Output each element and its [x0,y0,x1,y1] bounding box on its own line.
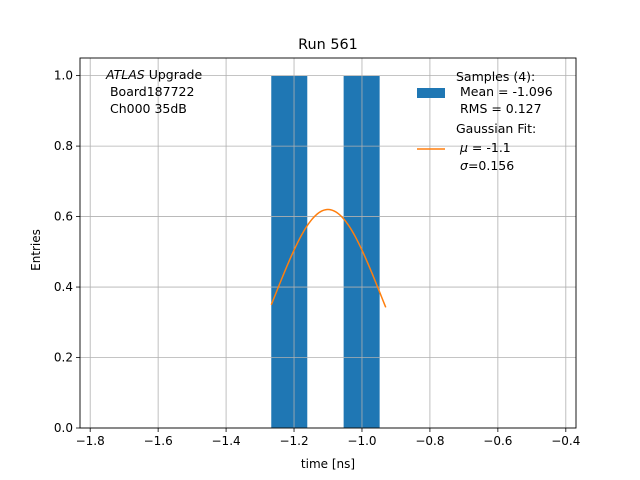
y-tick-label-4: 0.8 [54,139,73,153]
axes-frame [79,57,577,429]
svg-text:μ = -1.1: μ = -1.1 [459,140,511,155]
legend-fit-sigma-symbol: σ [460,158,469,173]
y-axis-label: Entries [29,229,43,271]
annotation-channel: Ch000 35dB [106,101,187,116]
legend-fit-mu-value: = -1.1 [468,140,511,155]
legend: Samples (4): Mean = -1.096 RMS = 0.127 G… [417,69,553,173]
plot-area: −1.8 −1.6 −1.4 −1.2 −1.0 −0.8 −0.6 −0.4 0.0 0.2 0.… [54,57,580,448]
legend-fit-sigma-value: =0.156 [468,158,514,173]
x-tick-label-6: −0.6 [483,434,512,448]
legend-samples-mean: Mean = -1.096 [456,84,553,99]
legend-fit-title: Gaussian Fit: [456,121,536,136]
annotation-atlas: ATLAS [105,67,145,82]
x-tick-label-0: −1.8 [76,434,105,448]
legend-samples-title: Samples (4): [456,69,535,84]
x-tick-label-5: −0.8 [415,434,444,448]
chart-title: Run 561 [298,37,358,53]
x-axis-label: time [ns] [301,457,355,471]
x-tick-label-3: −1.2 [279,434,308,448]
svg-text:ATLAS Upgrade: ATLAS Upgrade [105,67,202,82]
legend-samples-rms: RMS = 0.127 [456,101,542,116]
svg-text:σ=0.156: σ=0.156 [460,158,514,173]
y-tick-label-1: 0.2 [54,351,73,365]
annotation-board: Board187722 [106,84,194,99]
atlas-annotation: ATLAS Upgrade Board187722 Ch000 35dB [105,67,202,116]
legend-samples-swatch [417,88,445,98]
x-tick-label-2: −1.4 [212,434,241,448]
y-tick-label-2: 0.4 [54,280,73,294]
x-tick-label-4: −1.0 [347,434,376,448]
x-tick-label-7: −0.4 [551,434,580,448]
y-tick-label-0: 0.0 [54,421,73,435]
annotation-upgrade: Upgrade [145,67,203,82]
gaussian-fit-curve [270,208,387,308]
y-tick-label-3: 0.6 [54,210,73,224]
x-tick-label-1: −1.6 [144,434,173,448]
legend-fit-mu-symbol: μ [459,140,468,155]
y-tick-label-5: 1.0 [54,69,73,83]
histogram-bar-0 [271,75,308,428]
